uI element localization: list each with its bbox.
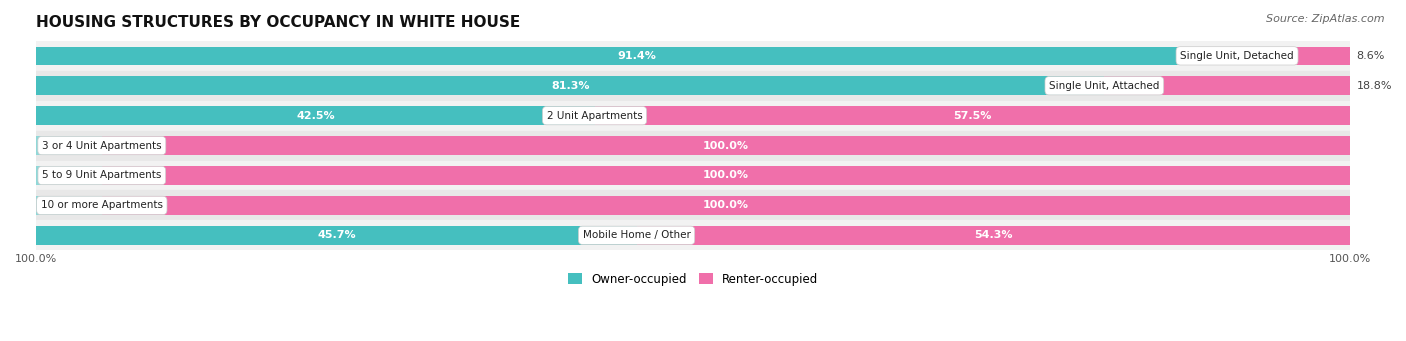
Text: 42.5%: 42.5% (297, 111, 335, 121)
Text: 100.0%: 100.0% (703, 140, 749, 151)
Bar (37, 131, 1350, 161)
Text: 0.0%: 0.0% (67, 140, 96, 151)
Text: 0.0%: 0.0% (67, 201, 96, 210)
Bar (37, 161, 1350, 190)
Bar (101, 166, 1350, 185)
Text: 91.4%: 91.4% (617, 51, 657, 61)
Bar (37, 41, 1350, 71)
Text: 0.0%: 0.0% (67, 170, 96, 180)
Bar (37, 101, 1350, 131)
Bar (37, 106, 595, 125)
Bar (37, 47, 1237, 65)
Text: 8.6%: 8.6% (1357, 51, 1385, 61)
Text: 81.3%: 81.3% (551, 81, 589, 91)
Text: 100.0%: 100.0% (703, 170, 749, 180)
Bar (37, 226, 637, 244)
Text: 3 or 4 Unit Apartments: 3 or 4 Unit Apartments (42, 140, 162, 151)
Text: 45.7%: 45.7% (316, 230, 356, 240)
Text: 57.5%: 57.5% (953, 111, 991, 121)
Bar (637, 226, 1350, 244)
Text: 2 Unit Apartments: 2 Unit Apartments (547, 111, 643, 121)
Text: 54.3%: 54.3% (974, 230, 1012, 240)
Bar (37, 166, 101, 185)
Legend: Owner-occupied, Renter-occupied: Owner-occupied, Renter-occupied (562, 268, 823, 291)
Bar (37, 136, 101, 155)
Bar (101, 136, 1350, 155)
Text: Source: ZipAtlas.com: Source: ZipAtlas.com (1267, 14, 1385, 24)
Bar (37, 76, 1104, 95)
Text: 100.0%: 100.0% (703, 201, 749, 210)
Text: Single Unit, Attached: Single Unit, Attached (1049, 81, 1160, 91)
Bar (37, 196, 101, 215)
Bar (101, 196, 1350, 215)
Bar (1237, 47, 1350, 65)
Bar (37, 220, 1350, 250)
Text: 10 or more Apartments: 10 or more Apartments (41, 201, 163, 210)
Text: HOUSING STRUCTURES BY OCCUPANCY IN WHITE HOUSE: HOUSING STRUCTURES BY OCCUPANCY IN WHITE… (37, 15, 520, 30)
Bar (595, 106, 1350, 125)
Text: Mobile Home / Other: Mobile Home / Other (582, 230, 690, 240)
Text: 18.8%: 18.8% (1357, 81, 1392, 91)
Bar (37, 71, 1350, 101)
Bar (37, 190, 1350, 220)
Text: Single Unit, Detached: Single Unit, Detached (1180, 51, 1294, 61)
Text: 5 to 9 Unit Apartments: 5 to 9 Unit Apartments (42, 170, 162, 180)
Bar (1104, 76, 1350, 95)
